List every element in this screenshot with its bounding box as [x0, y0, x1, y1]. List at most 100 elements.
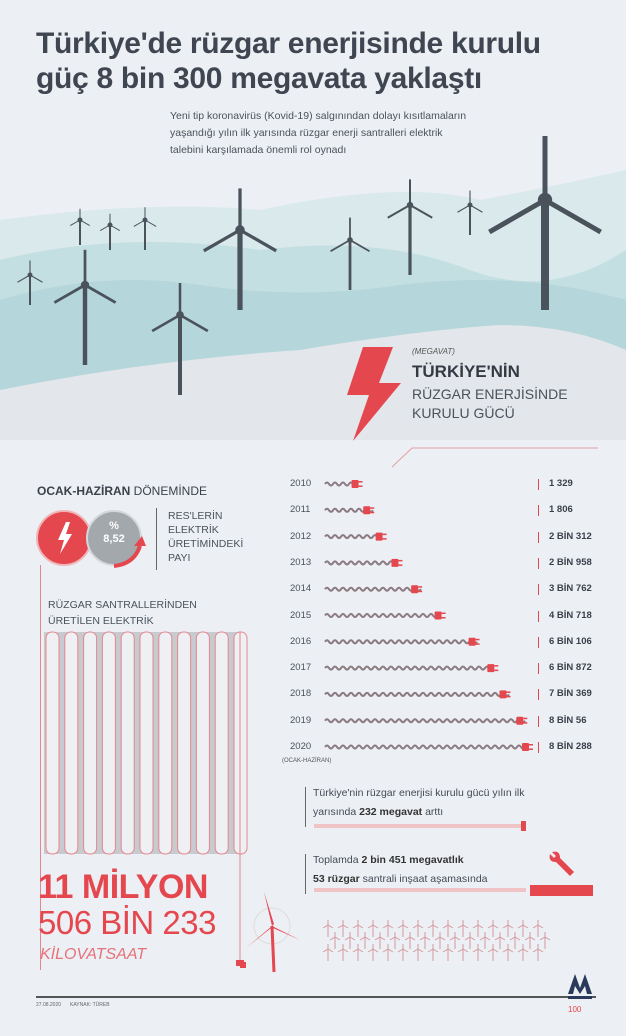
plug-icon: [487, 664, 499, 673]
small-turbine-icon: [464, 932, 476, 949]
small-turbine-icon: [442, 944, 454, 961]
anadolu-agency-logo: 100: [568, 974, 592, 1014]
wrench-icon: [549, 851, 574, 876]
production-bar: [45, 631, 60, 855]
small-turbine-icon: [457, 944, 469, 961]
small-turbine-icon: [427, 920, 439, 937]
small-turbine-icon: [434, 932, 446, 949]
production-value-line1: 11 MİLYON: [38, 868, 208, 906]
small-turbine-icon: [502, 920, 514, 937]
svg-text:100: 100: [568, 1005, 582, 1014]
value-label: 8 BİN 288: [549, 741, 592, 752]
plug-icon: [363, 506, 375, 515]
small-turbine-icon: [487, 920, 499, 937]
small-turbine-icon: [367, 920, 379, 937]
small-turbine-icon: [389, 932, 401, 949]
cable-bar-2015: [324, 613, 438, 618]
small-turbine-icon: [359, 932, 371, 949]
production-bar: [83, 631, 98, 855]
value-divider: [538, 715, 539, 727]
plug-icon: [516, 716, 528, 725]
value-divider: [538, 584, 539, 596]
small-turbine-icon: [412, 920, 424, 937]
chart-subtitle: RÜZGAR ENERJİSİNDE KURULU GÜCÜ: [412, 386, 568, 421]
small-turbine-icon: [494, 932, 506, 949]
cable-bar-2020: [324, 744, 526, 750]
year-label: 2013: [290, 556, 312, 568]
small-turbine-icon: [479, 932, 491, 949]
small-turbine-icon: [382, 920, 394, 937]
small-turbine-icon: [337, 944, 349, 961]
arrow-up-icon: [134, 536, 146, 546]
value-label: 2 BİN 312: [549, 530, 592, 542]
year-label: 2017: [290, 662, 312, 674]
cable-bar-2013: [324, 560, 398, 566]
period-heading: OCAK-HAZİRAN DÖNEMİNDE: [37, 484, 207, 498]
footer-source: KAYNAK: TÜREB: [70, 1002, 110, 1008]
small-turbine-icon: [397, 944, 409, 961]
period-rest: DÖNEMİNDE: [130, 484, 207, 498]
production-bar: [158, 631, 173, 855]
lightning-bolt-icon: [347, 347, 401, 441]
value-label: 1 806: [549, 504, 573, 516]
production-value-line2: 506 BİN 233: [38, 904, 216, 941]
small-turbine-icon: [352, 920, 364, 937]
small-turbine-icon: [517, 920, 529, 937]
year-label: 2014: [290, 583, 312, 595]
footer-date: 27.08.2020: [36, 1002, 62, 1008]
value-label: 6 BİN 872: [549, 662, 592, 674]
production-unit: KİLOVATSAAT: [40, 946, 147, 963]
chart-unit: (MEGAVAT): [412, 347, 455, 356]
value-label: 4 BİN 718: [549, 609, 592, 621]
wind-turbine-icon: [240, 892, 300, 973]
percent-sign: %: [109, 520, 119, 532]
small-turbine-icon: [322, 944, 334, 961]
production-bars-illustration: [44, 631, 248, 966]
plug-icon: [351, 480, 363, 488]
value-divider: [538, 689, 539, 701]
production-bar: [101, 631, 116, 855]
plug-icon: [499, 690, 511, 699]
small-turbine-icon: [517, 944, 529, 961]
small-turbine-icon: [412, 944, 424, 961]
small-turbine-icon: [352, 944, 364, 961]
value-label: 7 BİN 369: [549, 688, 592, 700]
year-label: 2012: [290, 530, 312, 542]
plug-icon: [434, 611, 446, 620]
value-divider: [538, 742, 539, 753]
small-turbine-icon: [322, 920, 334, 937]
cable-bar-2017: [324, 665, 494, 671]
value-divider: [538, 557, 539, 569]
value-label: 1 329: [549, 478, 573, 489]
value-label: 3 BİN 762: [549, 583, 592, 595]
plug-icon: [375, 532, 387, 541]
plug-icon: [391, 558, 403, 567]
value-divider: [538, 663, 539, 675]
period-bold: OCAK-HAZİRAN: [37, 484, 131, 498]
note-capacity-increase: Türkiye'nin rüzgar enerjisi kurulu gücü …: [313, 787, 525, 818]
subtitle: Yeni tip koronavirüs (Kovid-19) salgının…: [170, 110, 467, 156]
value-label: 8 BİN 56: [549, 714, 587, 726]
small-turbine-icon: [457, 920, 469, 937]
year-label: 2019: [290, 714, 312, 726]
year-label: 2010: [290, 478, 312, 489]
small-turbine-icon: [329, 932, 341, 949]
production-bar: [214, 631, 229, 855]
chart-title: TÜRKİYE'NİN: [412, 362, 520, 381]
cable-bar-2012: [324, 534, 382, 540]
small-turbine-icon: [472, 920, 484, 937]
production-bar: [139, 631, 154, 855]
cable-bar-2018: [324, 691, 510, 697]
wind-landscape-illustration: [0, 136, 626, 440]
small-turbine-icon: [509, 932, 521, 949]
small-turbine-icon: [442, 920, 454, 937]
small-turbine-icon: [397, 920, 409, 937]
small-turbine-icon: [487, 944, 499, 961]
small-turbine-icon: [449, 932, 461, 949]
page-title: Türkiye'de rüzgar enerjisinde kurulu güç…: [36, 27, 541, 95]
year-label: 2016: [290, 635, 312, 647]
cable-bar-2014: [324, 586, 422, 592]
small-turbine-icon: [502, 944, 514, 961]
production-bar: [64, 631, 79, 855]
